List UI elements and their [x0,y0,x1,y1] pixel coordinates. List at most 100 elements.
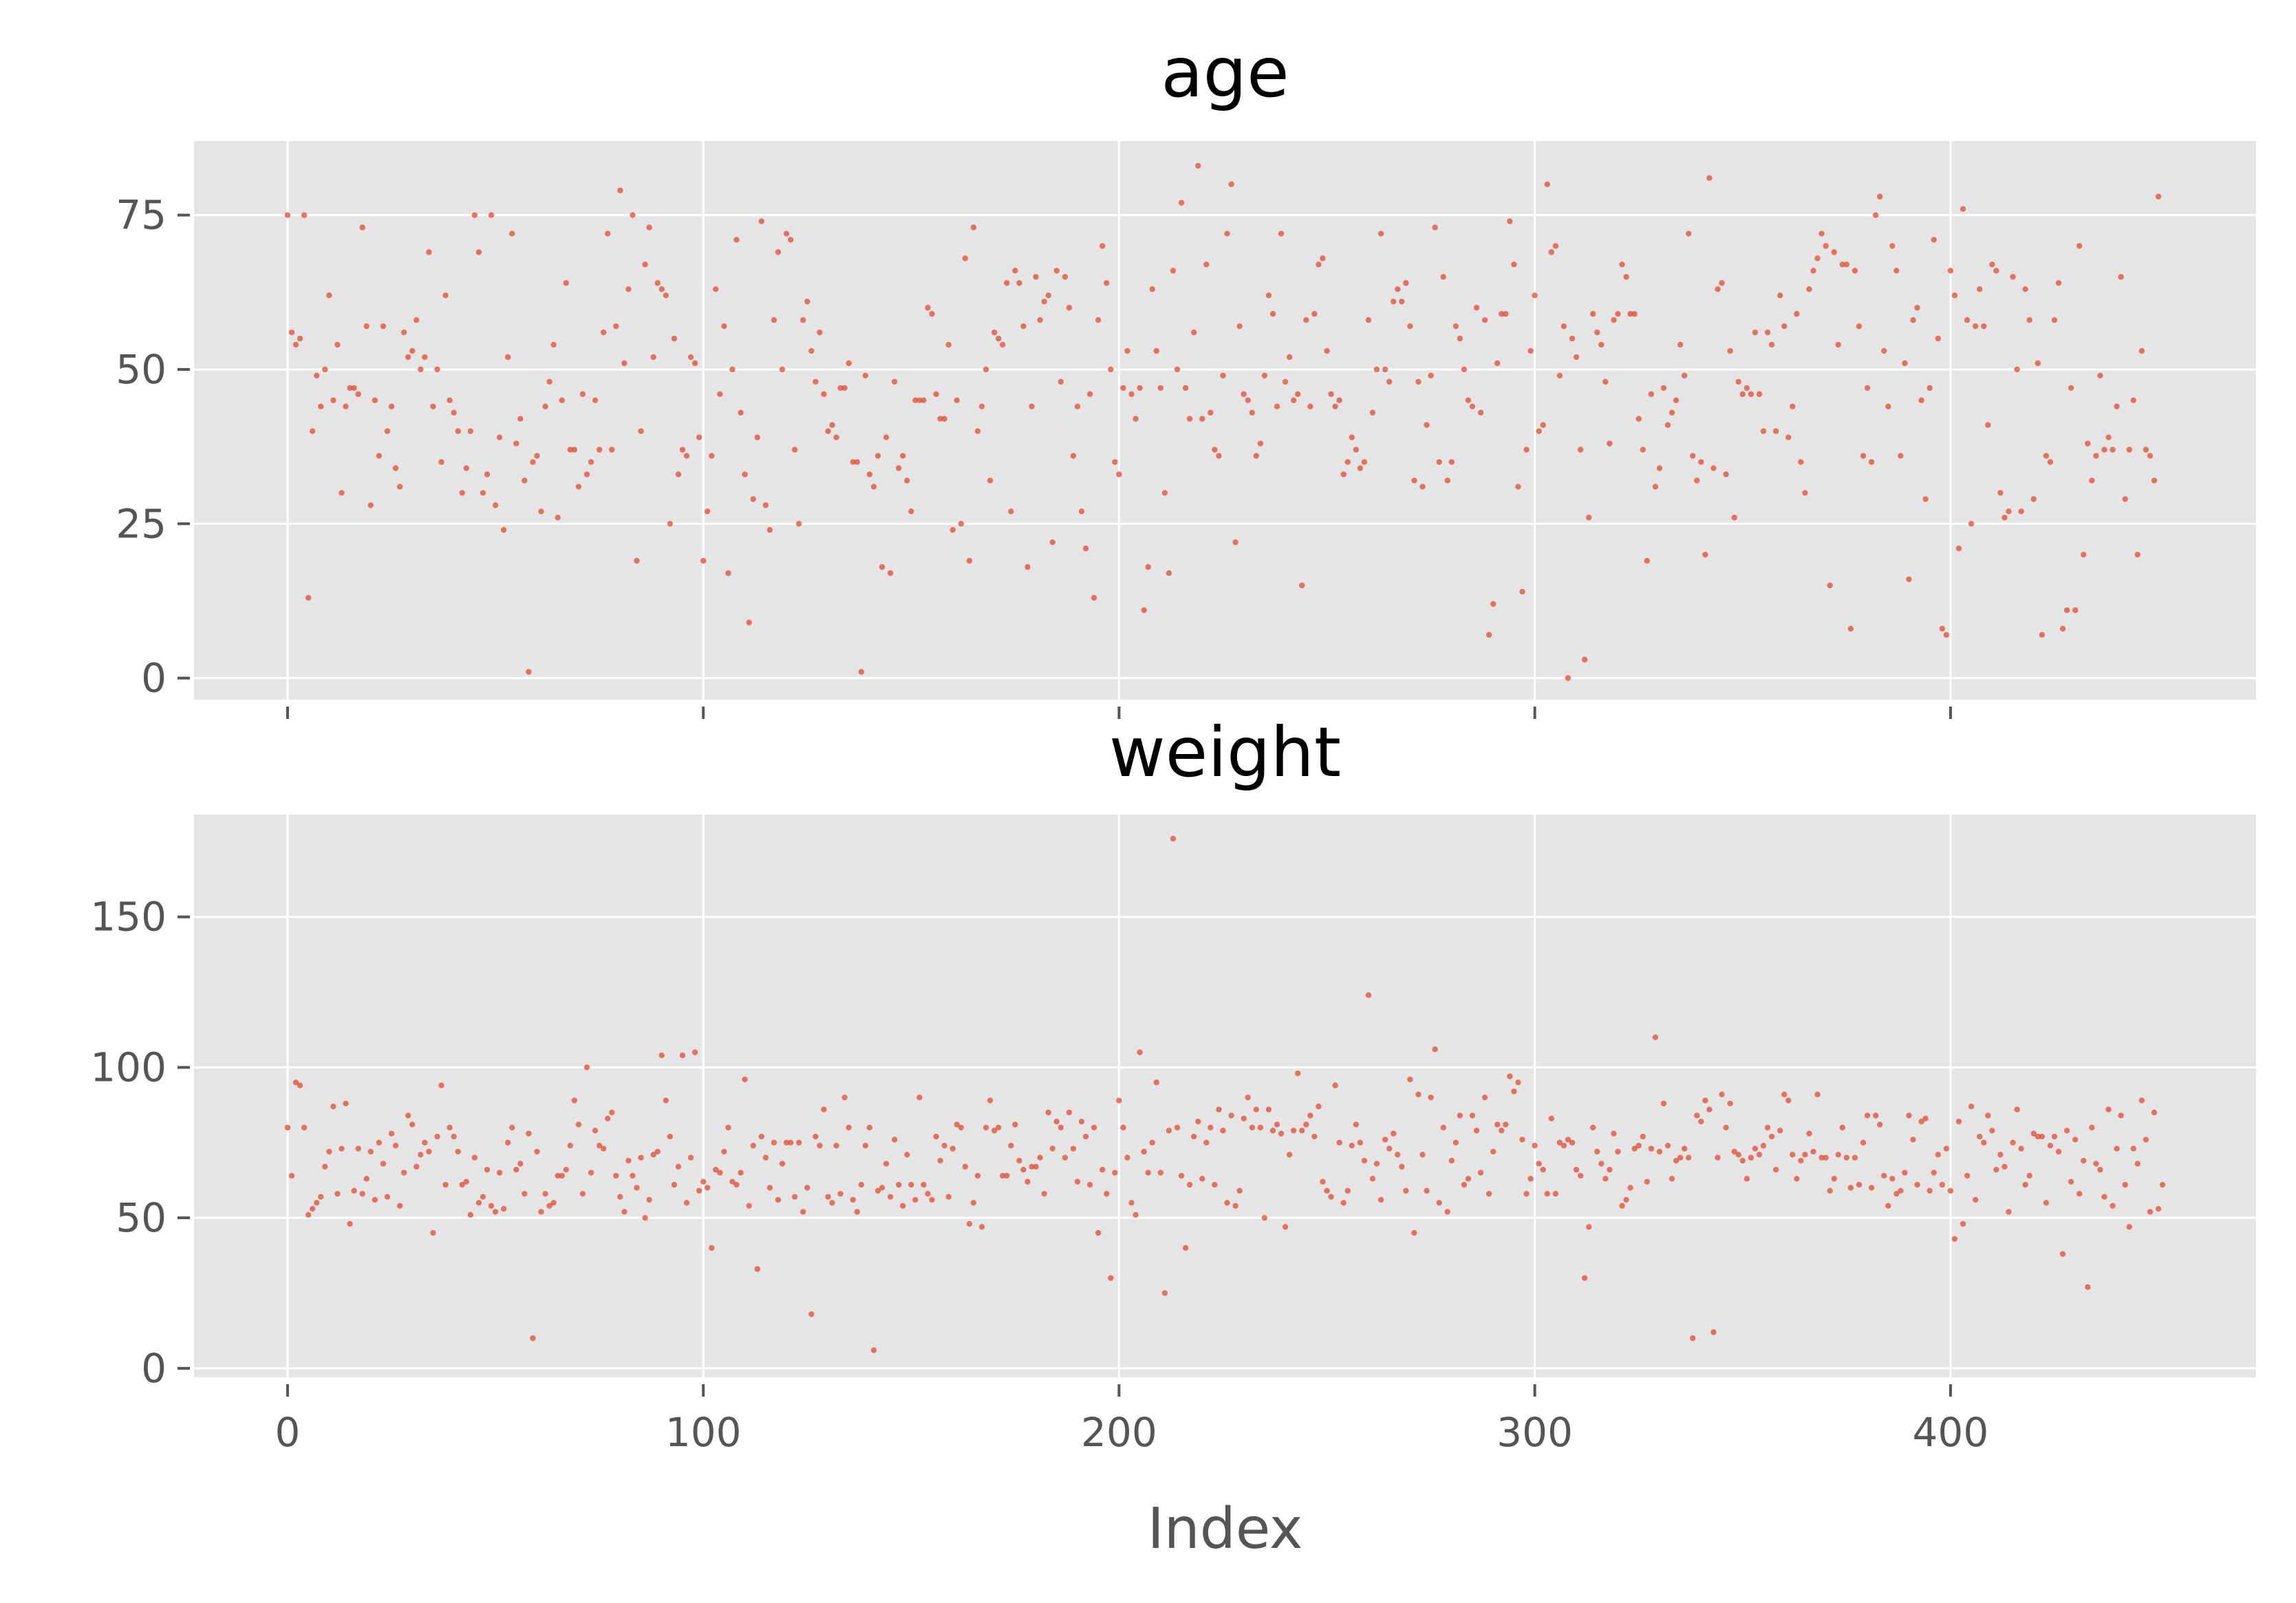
data-point [1286,1152,1293,1158]
data-point [1086,1181,1093,1188]
data-point [1399,299,1405,305]
data-point [1922,1115,1929,1122]
data-point [1020,1166,1027,1173]
data-point [1772,1166,1779,1173]
data-point [2147,1209,2154,1215]
data-point [691,360,698,367]
data-point [1174,366,1181,373]
data-point [1648,391,1655,398]
data-point [1619,1203,1625,1209]
data-point [1004,1172,1010,1179]
data-point [2035,360,2041,367]
data-point [1623,1196,1629,1203]
data-point [929,1196,935,1203]
data-point [758,218,764,224]
data-point [1902,360,1908,367]
data-point [1607,440,1613,447]
data-point [1631,311,1638,317]
data-point [1590,311,1596,317]
data-point [1507,218,1513,224]
data-point [1902,1170,1908,1176]
y-tick-label: 50 [116,1194,167,1241]
data-point [2105,1106,2112,1112]
data-point [388,403,395,410]
data-point [1947,268,1954,274]
data-point [1602,378,1609,385]
data-point [1972,323,1979,330]
data-point [1731,515,1737,521]
y-tick-label: 0 [141,1345,167,1392]
data-point [630,212,636,218]
data-point [2010,274,2016,280]
data-point [351,385,357,391]
data-point [1290,1128,1297,1134]
x-tick-label: 200 [1081,1409,1157,1456]
data-point [480,490,486,496]
data-point [1157,1170,1164,1176]
data-point [883,434,890,440]
data-point [1386,378,1393,385]
data-point [1124,347,1130,354]
data-point [1365,316,1372,323]
data-point [1228,181,1234,188]
data-point [638,1154,644,1161]
data-point [1353,447,1360,453]
data-point [1078,1118,1085,1125]
data-point [795,521,802,527]
data-point [733,1181,740,1188]
data-point [1074,403,1081,410]
data-point [2002,1163,2008,1170]
data-point [675,1163,682,1170]
data-point [534,1148,540,1155]
data-point [1843,261,1850,268]
data-point [1182,385,1189,391]
data-point [1037,316,1043,323]
data-point [1756,391,1763,398]
data-point [613,1172,619,1179]
data-point [1852,1154,1858,1161]
data-point [1382,1137,1388,1143]
data-point [1569,1139,1576,1146]
data-point [1898,1187,1904,1194]
data-point [2134,551,2141,558]
data-point [2143,1137,2149,1143]
data-point [1881,347,1887,354]
data-point [1768,341,1775,348]
data-point [2151,477,2158,484]
data-point [2114,1145,2120,1152]
data-point [318,403,324,410]
data-point [1806,1130,1812,1137]
data-point [1856,1181,1863,1188]
data-point [2093,1161,2099,1167]
data-point [1727,1100,1733,1107]
data-point [1133,416,1139,422]
data-point [1835,341,1841,348]
data-point [1086,391,1093,398]
data-point [1004,280,1010,286]
data-point [1053,268,1060,274]
data-point [654,280,661,286]
data-point [1020,323,1027,330]
data-point [1041,1190,1047,1197]
data-point [1927,1187,1933,1194]
data-point [1128,391,1135,398]
data-point [575,1121,582,1128]
data-point [1748,391,1755,398]
data-point [1715,1154,1721,1161]
data-point [1045,1109,1051,1116]
data-point [2010,1139,2016,1146]
data-point [925,305,931,311]
data-point [459,1181,465,1188]
data-point [721,1148,727,1155]
data-point [484,471,491,477]
data-point [1515,1079,1521,1086]
data-point [1652,1034,1659,1040]
data-point [1748,1154,1755,1161]
data-point [945,1194,952,1200]
data-point [1997,1152,2004,1158]
plot-area [194,815,2256,1377]
data-point [442,1181,449,1188]
data-point [1208,409,1214,416]
data-point [1656,465,1663,471]
data-point [301,212,308,218]
